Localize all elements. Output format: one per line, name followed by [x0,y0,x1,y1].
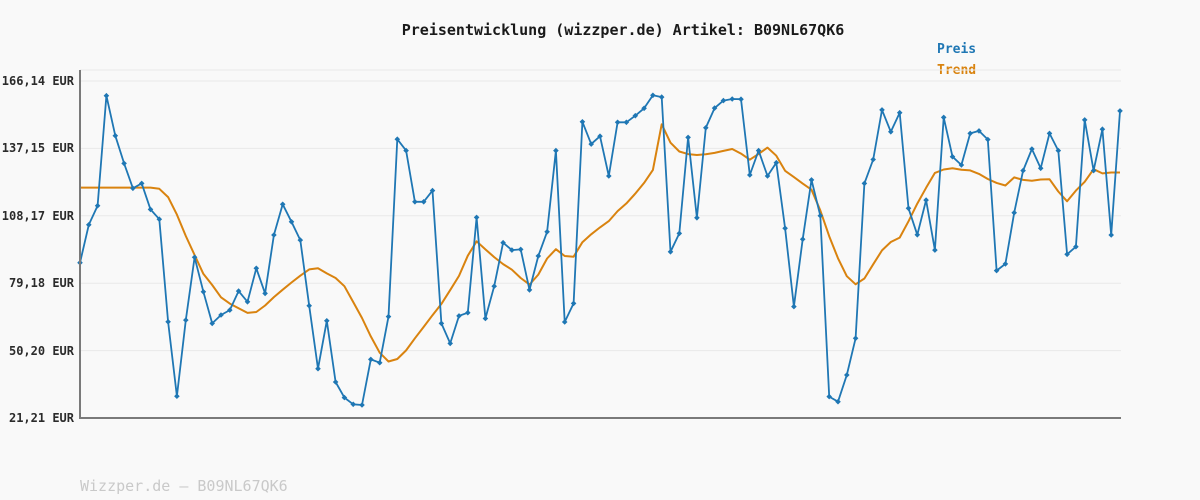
legend-preis-label: Preis [937,42,977,57]
y-tick-label: 108,17 EUR [1,209,74,223]
y-tick-label: 166,14 EUR [1,74,74,88]
price-line [79,94,1121,406]
footer-text: Wizzper.de — B09NL67QK6 [80,477,288,495]
trend-line [80,123,1120,363]
chart-title: Preisentwicklung (wizzper.de) Artikel: B… [401,21,845,39]
y-tick-label: 21,21 EUR [8,411,74,425]
y-tick-label: 137,15 EUR [1,141,74,155]
y-tick-label: 50,20 EUR [8,344,74,358]
y-tick-label: 79,18 EUR [8,276,74,290]
